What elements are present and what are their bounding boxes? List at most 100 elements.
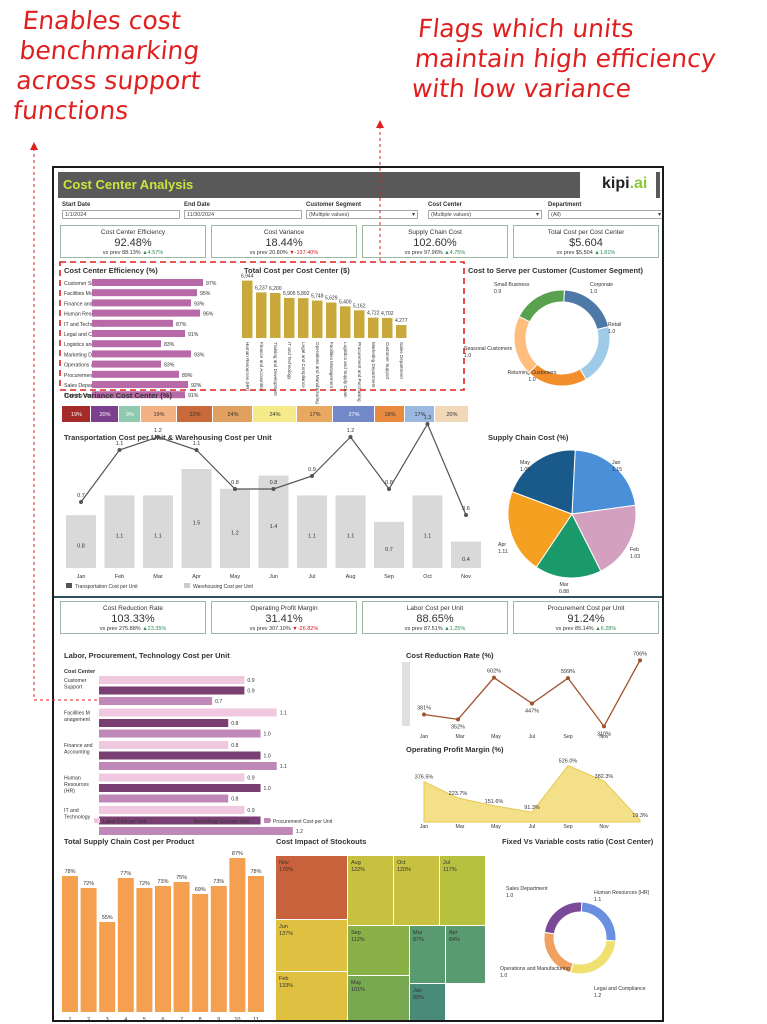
supply-product-category-label: 3: [106, 1017, 109, 1022]
labor-bar: [99, 816, 261, 825]
filter-dropdown[interactable]: (Multiple values) ▾: [306, 210, 418, 219]
margin-category-label: Sep: [563, 824, 572, 830]
variance-value-label: 9%: [126, 412, 134, 418]
fixed-variable-category-label: Human Resources (HR): [594, 890, 650, 896]
efficiency-bar: [92, 381, 188, 388]
labor-value-label: 0.9: [247, 678, 254, 684]
total-cost-bar: [382, 317, 393, 338]
variance-value-label: 24%: [227, 412, 238, 418]
filter-dropdown[interactable]: 11/30/2024: [184, 210, 302, 219]
efficiency-value-label: 91%: [188, 393, 199, 399]
legend-label: Technology Cost per Unit: [193, 819, 249, 825]
total-cost-bar: [298, 298, 309, 338]
highlight-box: [59, 261, 465, 391]
chevron-down-icon: ▾: [411, 212, 415, 218]
efficiency-category-label: Procurement and P..: [64, 373, 111, 379]
total-cost-bar: [340, 306, 351, 338]
treemap-cell: [348, 976, 409, 1020]
kpi-mid-card: Operating Profit Margin 31.41% vs prev 307…: [211, 601, 357, 634]
warehousing-value-label: 0.8: [77, 544, 85, 550]
labor-bar: [99, 729, 261, 738]
treemap-value: 87%: [413, 937, 424, 943]
labor-bar: [99, 676, 245, 684]
kpi-mid-card: Labor Cost per Unit 88.65% vs prev 87.51% …: [362, 601, 508, 634]
variance-value-label: 22%: [189, 412, 200, 418]
filter-dropdown[interactable]: (Multiple values) ▾: [428, 210, 542, 219]
filter-dropdown[interactable]: 1/1/2024: [62, 210, 180, 219]
kpi-prev: vs prev 275.88%: [99, 626, 143, 632]
treemap-cell: [276, 972, 347, 1020]
efficiency-category-label: Legal and Complian..: [64, 332, 113, 338]
reduction-category-label: Jul: [529, 734, 536, 740]
warehousing-bar: [374, 521, 404, 568]
cost-to-serve-value-label: 1.0: [590, 289, 597, 295]
supply-product-bar: [117, 878, 134, 1012]
efficiency-bar: [92, 330, 185, 337]
supply-product-value-label: 78%: [64, 869, 75, 875]
charts-canvas: Cost Center Efficiency (%) Customer Suppo…: [59, 261, 654, 1022]
total-cost-category-label: Customer Support: [385, 342, 390, 380]
arrow-head-left: [30, 142, 38, 150]
labor-category-label: Accounting: [64, 750, 90, 756]
margin-value-label: 151.6%: [485, 799, 504, 805]
efficiency-value-label: 93%: [194, 301, 205, 307]
total-cost-category-label: Finance and Accounting: [259, 342, 264, 391]
treemap-label: Feb: [279, 976, 288, 982]
treemap-label: Aug: [351, 860, 361, 866]
supply-product-bar: [192, 894, 209, 1012]
kpi-top-title: Supply Chain Cost: [408, 229, 462, 236]
supply-product-bar: [80, 888, 97, 1012]
labor-bar: [99, 741, 229, 749]
legend-swatch: [184, 583, 190, 588]
chevron-down-icon: ▾: [657, 212, 661, 218]
kpi-mid-title: Operating Profit Margin: [250, 605, 318, 612]
total-cost-bar: [326, 302, 337, 338]
logo-suffix: .ai: [629, 175, 648, 192]
treemap-value: 120%: [397, 867, 411, 873]
chart-title: Labor, Procurement, Technology Cost per …: [64, 651, 230, 660]
supply-chain-category-label: Jan: [612, 460, 620, 466]
total-cost-category-label: Facilities Management: [329, 342, 334, 389]
efficiency-category-label: Finance and Accoun..: [64, 301, 114, 307]
supply-product-bar: [155, 886, 171, 1012]
supply-chain-category-label: Feb: [630, 547, 639, 553]
warehousing-value-label: 1.2: [231, 530, 239, 536]
efficiency-value-label: 97%: [206, 281, 217, 287]
variance-value-label: 19%: [153, 412, 164, 418]
chevron-down-icon: ▾: [535, 212, 539, 218]
reduction-value-label: 602%: [487, 669, 501, 675]
warehousing-value-label: 1.1: [424, 534, 432, 540]
efficiency-value-label: 83%: [164, 342, 175, 348]
fixed-variable-value-label: 1.0: [506, 893, 513, 899]
dashboard: Cost Center Analysis kipi.ai Cost Center…: [52, 166, 664, 1022]
supply-chain-slice: [507, 490, 573, 568]
total-cost-bar: [242, 280, 253, 338]
chart-title: Total Supply Chain Cost per Product: [64, 837, 195, 846]
cost-to-serve-value-label: 1.0: [608, 329, 615, 335]
kpi-delta: ▲1.25%: [444, 626, 466, 632]
transportation-point: [387, 487, 391, 491]
transport-category-label: Feb: [115, 574, 124, 580]
transport-category-label: Jan: [77, 574, 86, 580]
variance-cell: [62, 406, 90, 422]
margin-value-label: 19.3%: [632, 813, 648, 819]
warehousing-bar: [143, 495, 173, 568]
total-cost-value-label: 5,892: [297, 291, 310, 297]
kpi-delta: ▼-26.82%: [292, 626, 319, 632]
reduction-point: [638, 658, 642, 663]
fixed-variable-category-label: Sales Department: [506, 886, 548, 892]
supply-chain-value-label: 1.15: [612, 467, 622, 473]
transportation-value-label: 0.8: [231, 480, 239, 486]
efficiency-value-label: 89%: [182, 373, 193, 379]
kpi-top-card: Total Cost per Cost Center $5.604 vs prev …: [513, 225, 659, 258]
treemap-value: 137%: [279, 931, 293, 937]
margin-value-label: 382.3%: [595, 774, 614, 780]
page-title: Cost Center Analysis: [63, 177, 194, 192]
labor-value-label: 1.1: [280, 711, 287, 717]
supply-product-bar: [173, 882, 190, 1012]
total-cost-value-label: 5,162: [353, 303, 366, 309]
section-divider: [54, 596, 662, 598]
labor-bar: [99, 827, 293, 835]
variance-value-label: 20%: [99, 412, 110, 418]
filter-dropdown[interactable]: (All) ▾: [548, 210, 662, 219]
